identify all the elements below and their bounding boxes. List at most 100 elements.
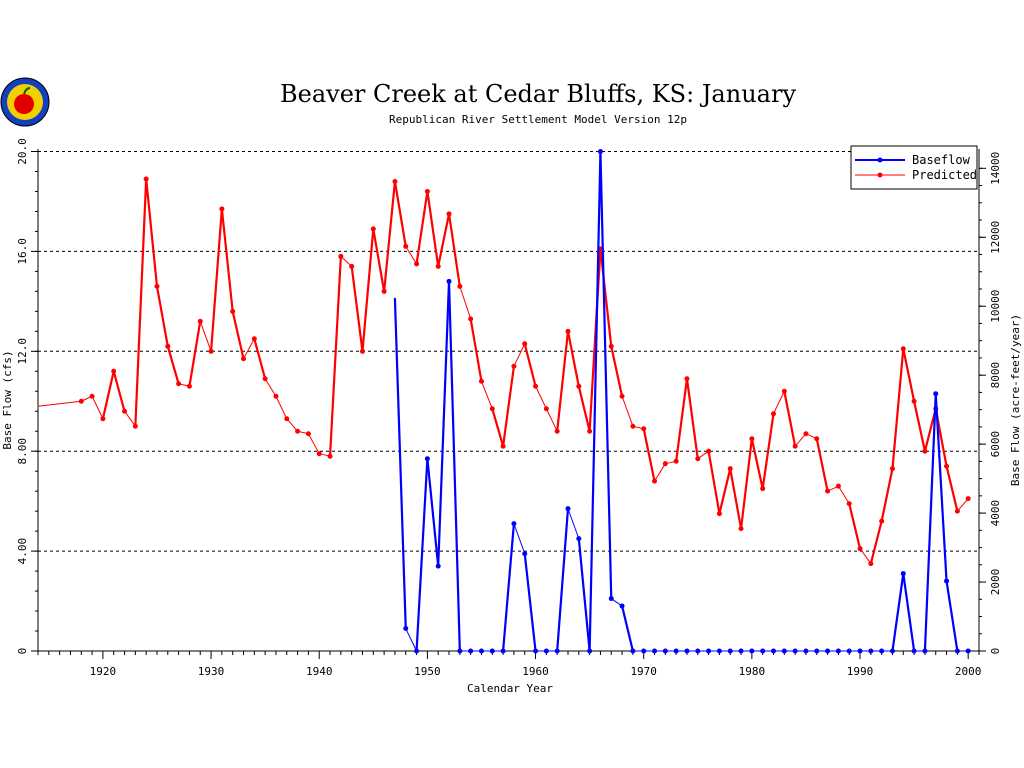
data-point bbox=[706, 448, 712, 454]
data-point bbox=[143, 176, 149, 182]
series-segment bbox=[945, 579, 959, 653]
chart-subtitle: Republican River Settlement Model Versio… bbox=[389, 113, 687, 126]
data-point bbox=[478, 648, 484, 654]
series-segment bbox=[523, 342, 537, 388]
data-point bbox=[122, 408, 128, 414]
data-point bbox=[587, 648, 593, 654]
series-segment bbox=[718, 467, 732, 515]
x-tick-label: 1980 bbox=[739, 665, 766, 678]
series-segment bbox=[209, 207, 223, 353]
data-point bbox=[587, 428, 593, 434]
data-point bbox=[381, 288, 387, 294]
series-segment bbox=[880, 467, 894, 523]
series-segment bbox=[815, 437, 829, 493]
y-tick-label-right: 4000 bbox=[989, 500, 1002, 527]
series-segment bbox=[923, 392, 937, 653]
series-segment bbox=[166, 345, 180, 385]
data-point bbox=[359, 348, 365, 354]
data-point bbox=[803, 648, 809, 654]
series-segment bbox=[275, 395, 288, 420]
data-point bbox=[219, 206, 225, 212]
series-segment bbox=[891, 347, 905, 470]
data-point bbox=[251, 336, 257, 342]
series-segment bbox=[415, 190, 429, 265]
series-segment bbox=[188, 320, 202, 388]
data-point bbox=[446, 278, 452, 284]
series-segment bbox=[513, 523, 526, 555]
y-tick-label-right: 12000 bbox=[989, 221, 1002, 254]
series-segment bbox=[243, 338, 255, 360]
series-segment bbox=[654, 463, 666, 482]
data-point bbox=[424, 456, 430, 462]
data-point bbox=[716, 648, 722, 654]
data-point bbox=[284, 416, 290, 422]
data-point bbox=[349, 263, 355, 269]
chart-title: Beaver Creek at Cedar Bluffs, KS: Januar… bbox=[280, 80, 796, 108]
data-point bbox=[608, 343, 614, 349]
data-point bbox=[554, 428, 560, 434]
data-point bbox=[749, 436, 755, 442]
data-point bbox=[727, 466, 733, 472]
data-point bbox=[900, 346, 906, 352]
y-axis-label-right: Base Flow (acre-feet/year) bbox=[1009, 314, 1022, 486]
data-point bbox=[424, 188, 430, 194]
series-segment bbox=[393, 297, 407, 630]
series-layer bbox=[37, 148, 971, 654]
data-point bbox=[511, 521, 517, 527]
data-point bbox=[468, 316, 474, 322]
series-segment bbox=[405, 245, 418, 265]
data-point bbox=[792, 443, 798, 449]
series-segment bbox=[556, 507, 570, 653]
series-segment bbox=[447, 280, 461, 653]
data-point bbox=[652, 648, 658, 654]
series-segment bbox=[393, 180, 407, 248]
y-tick-label-left: 12.0 bbox=[16, 338, 29, 365]
data-point bbox=[457, 648, 463, 654]
series-segment bbox=[902, 347, 916, 403]
series-segment bbox=[286, 418, 299, 432]
data-point bbox=[511, 363, 517, 369]
data-point bbox=[208, 348, 214, 354]
data-point bbox=[500, 648, 506, 654]
data-point bbox=[392, 178, 398, 184]
series-segment bbox=[848, 502, 862, 550]
legend: Baseflow Predicted bbox=[850, 145, 978, 190]
series-segment bbox=[945, 465, 959, 513]
series-segment bbox=[956, 498, 969, 512]
data-point bbox=[846, 501, 852, 507]
data-point bbox=[262, 376, 268, 382]
series-segment bbox=[685, 377, 699, 460]
data-point bbox=[403, 626, 409, 632]
x-tick-label: 1960 bbox=[522, 665, 549, 678]
data-point bbox=[879, 648, 885, 654]
y-tick-label-left: 4.00 bbox=[16, 538, 29, 565]
series-segment bbox=[566, 330, 580, 388]
series-baseflow bbox=[393, 148, 971, 654]
series-segment bbox=[837, 485, 850, 505]
series-segment bbox=[199, 320, 212, 352]
y-tick-label-left: 8.00 bbox=[16, 438, 29, 465]
series-segment bbox=[91, 395, 104, 420]
data-point bbox=[954, 648, 960, 654]
series-segment bbox=[361, 227, 375, 353]
series-segment bbox=[577, 385, 591, 433]
data-point bbox=[652, 478, 658, 484]
series-segment bbox=[556, 330, 570, 433]
data-point bbox=[673, 458, 679, 464]
data-point bbox=[522, 551, 528, 557]
data-point bbox=[814, 436, 820, 442]
gridlines bbox=[38, 150, 979, 552]
data-point bbox=[435, 563, 441, 569]
data-point bbox=[370, 226, 376, 232]
series-segment bbox=[480, 380, 493, 410]
data-point bbox=[446, 211, 452, 217]
series-segment bbox=[501, 365, 516, 448]
x-tick-label: 1990 bbox=[847, 665, 874, 678]
data-point bbox=[565, 506, 571, 512]
data-point bbox=[100, 416, 106, 422]
series-segment bbox=[437, 280, 451, 568]
data-point bbox=[933, 391, 939, 397]
data-point bbox=[186, 383, 192, 389]
axes bbox=[31, 149, 986, 659]
